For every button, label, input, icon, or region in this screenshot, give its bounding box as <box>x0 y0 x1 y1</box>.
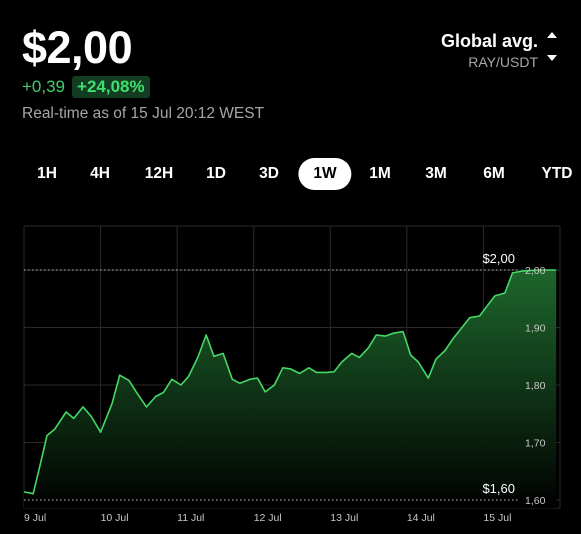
tab-1w[interactable]: 1W <box>298 158 352 190</box>
y-tick-label: 1,90 <box>525 323 546 335</box>
x-tick-label: 9 Jul <box>24 512 46 524</box>
tab-1h[interactable]: 1H <box>37 165 57 182</box>
x-tick-label: 10 Jul <box>101 512 129 524</box>
y-tick-label: 1,80 <box>525 380 546 392</box>
tab-1m[interactable]: 1M <box>369 165 391 182</box>
timeframe-tabs: 1H 4H 12H 1D 3D 1W 1M 3M 6M YTD <box>0 158 581 190</box>
price-value: $2,00 <box>22 22 133 73</box>
x-tick-label: 11 Jul <box>177 512 204 524</box>
reference-label: $2,00 <box>482 251 515 266</box>
change-percent-badge: +24,08% <box>72 76 150 98</box>
tab-ytd[interactable]: YTD <box>541 165 573 182</box>
tab-12h[interactable]: 12H <box>144 165 174 182</box>
x-tick-label: 15 Jul <box>483 512 511 524</box>
y-tick-label: 1,70 <box>525 438 546 450</box>
x-tick-label: 12 Jul <box>254 512 282 524</box>
tab-3m[interactable]: 3M <box>425 165 447 182</box>
tab-4h[interactable]: 4H <box>90 165 110 182</box>
source-title: Global avg. <box>440 30 538 51</box>
change-absolute: +0,39 <box>22 77 66 96</box>
trading-pair: RAY/USDT <box>468 54 538 70</box>
chart-price-line <box>23 269 557 495</box>
price-source-selector[interactable]: Global avg. RAY/USDT <box>441 30 557 70</box>
tab-3d[interactable]: 3D <box>259 165 279 182</box>
chart-area-fill <box>24 270 557 508</box>
reference-label: $1,60 <box>482 481 515 496</box>
tab-1d[interactable]: 1D <box>206 165 226 182</box>
realtime-timestamp: Real-time as of 15 Jul 20:12 WEST <box>22 105 265 122</box>
tab-6m[interactable]: 6M <box>483 165 505 182</box>
sort-updown-icon[interactable] <box>547 30 557 61</box>
x-tick-label: 14 Jul <box>407 512 435 524</box>
x-tick-label: 13 Jul <box>330 512 358 524</box>
source-title-row[interactable]: Global avg. <box>440 30 557 61</box>
y-tick-label: 2,00 <box>525 265 546 277</box>
price-change-row: +0,39 +24,08% <box>22 76 150 98</box>
y-tick-label: 1,60 <box>525 495 546 507</box>
